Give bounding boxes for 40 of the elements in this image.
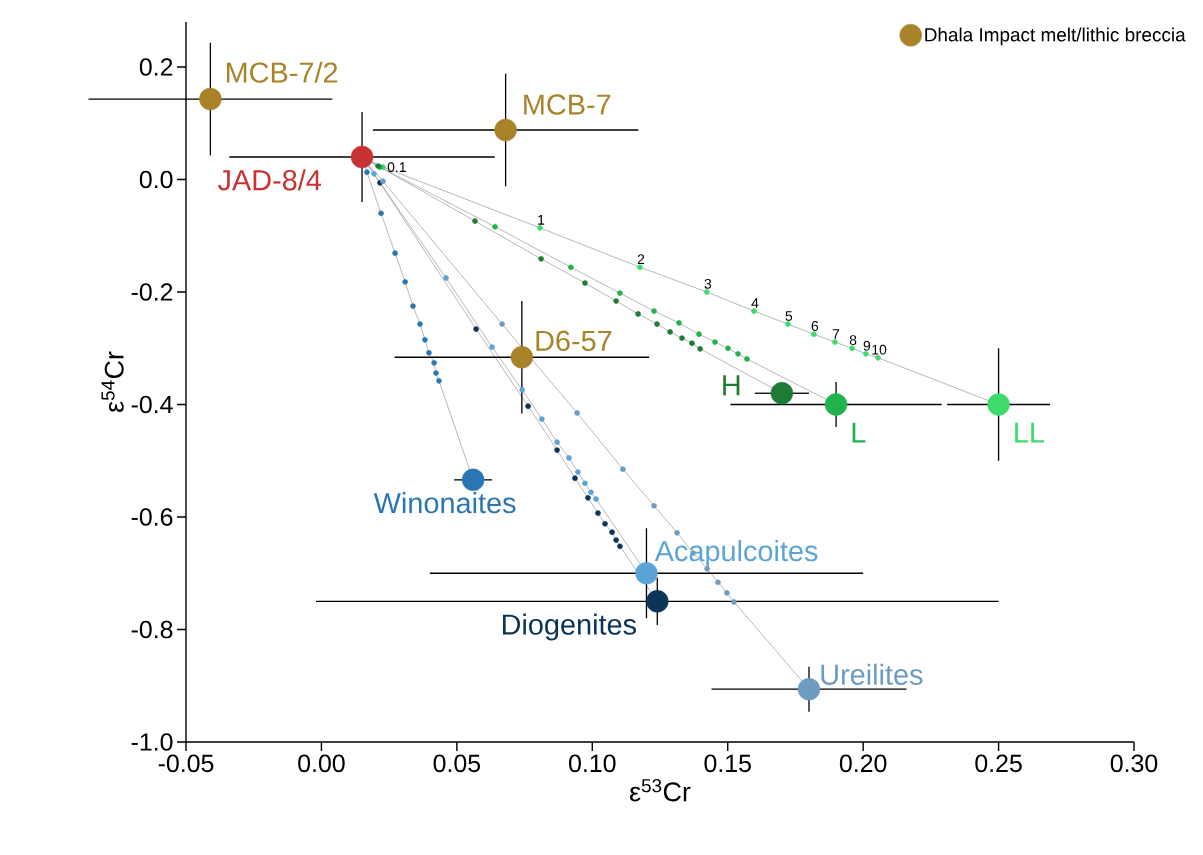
annotation: 8 xyxy=(849,335,857,346)
annotation: 3 xyxy=(704,278,712,289)
x-tick-label: 0.05 xyxy=(433,754,481,773)
annotation: 2 xyxy=(637,254,645,265)
y-tick-label: -0.2 xyxy=(131,283,173,301)
series-label: Diogenites xyxy=(502,613,637,641)
series-label: H xyxy=(723,375,740,396)
series-label: L xyxy=(852,422,866,443)
x-tick-label: 0.20 xyxy=(839,754,887,773)
annotation: MCB-7/2 xyxy=(226,61,338,83)
y-axis-title: ε$^{54}$Cr xyxy=(101,351,124,412)
y-tick-label: 0.0 xyxy=(139,170,173,189)
legend-label: Ureilites xyxy=(821,663,923,685)
y-tick-label: -0.8 xyxy=(131,620,173,639)
annotation: 6 xyxy=(811,321,819,331)
annotation: MCB-7 xyxy=(524,94,611,115)
annotation: 10 xyxy=(872,344,887,355)
legend-label: Acapulcoites xyxy=(654,540,818,568)
x-tick-label: -0.05 xyxy=(158,754,214,773)
x-tick-label: 0.30 xyxy=(1110,754,1158,773)
x-tick-label: 0.00 xyxy=(298,754,345,773)
x-tick-label: 0.25 xyxy=(975,754,1022,773)
annotation: 0.1 xyxy=(387,162,406,173)
x-tick-label: 0.15 xyxy=(704,754,751,773)
x-tick-label: 0.10 xyxy=(569,754,616,773)
y-tick-label: 0.2 xyxy=(139,58,173,76)
x-axis-title: ε$^{53}$Cr xyxy=(630,779,691,802)
annotation: 5 xyxy=(785,311,793,321)
series-label: Winonaites xyxy=(373,492,516,514)
legend-label: Dhala Impact melt/lithic breccia xyxy=(925,27,1186,46)
annotation: 4 xyxy=(751,298,759,308)
annotation: 9 xyxy=(863,340,871,351)
annotation: 7 xyxy=(832,329,840,339)
annotation: 1 xyxy=(538,215,545,225)
annotation: D6-57 xyxy=(536,330,612,352)
y-tick-label: -0.6 xyxy=(131,508,173,526)
series-label: LL xyxy=(1015,422,1044,443)
y-tick-label: -0.4 xyxy=(131,395,173,414)
series-label: JAD-8/4 xyxy=(217,169,322,191)
y-tick-label: -1.0 xyxy=(131,733,173,751)
